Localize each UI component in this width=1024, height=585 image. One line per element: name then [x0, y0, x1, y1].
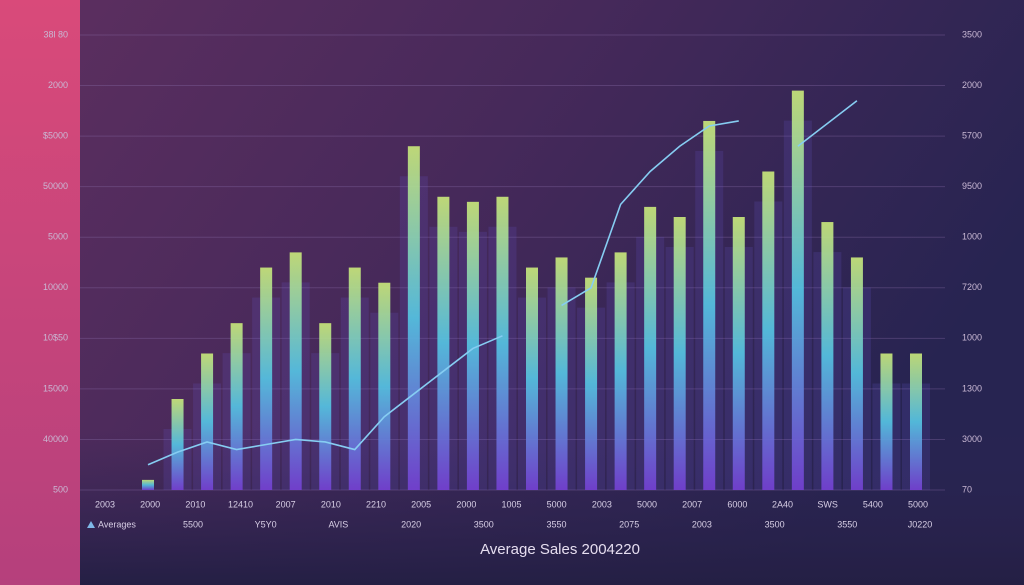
y-tick-label: 10000: [43, 282, 68, 292]
bar: [585, 277, 598, 490]
bar: [850, 257, 863, 490]
bar: [644, 206, 657, 490]
bar: [673, 217, 686, 490]
x-tick-label: 5000: [908, 499, 928, 509]
x-tick-label-secondary: 3500: [765, 519, 785, 529]
bar: [791, 90, 804, 490]
chart-title: Average Sales 2004220: [480, 541, 640, 558]
y-tick-label: 500: [53, 484, 68, 494]
y2-tick-label: 1000: [962, 333, 982, 343]
bar: [466, 201, 479, 491]
bar: [260, 267, 273, 490]
y-tick-label: 40000: [43, 434, 68, 444]
x-tick-label: 2005: [411, 499, 431, 509]
x-tick-label: 2007: [276, 499, 296, 509]
bar: [437, 196, 450, 490]
x-tick-label-secondary: 3550: [546, 519, 566, 529]
bar: [762, 171, 775, 490]
x-tick-label: 2003: [592, 499, 612, 509]
x-tick-label: 2010: [321, 499, 341, 509]
y2-tick-label: 7200: [962, 282, 982, 292]
bar: [378, 282, 391, 490]
y-tick-label: 5000: [48, 232, 68, 242]
x-tick-label: 12410: [228, 499, 253, 509]
bar: [555, 257, 568, 490]
bar: [319, 323, 332, 490]
x-tick-label: 2003: [95, 499, 115, 509]
x-tick-label-secondary: 3550: [837, 519, 857, 529]
bar: [880, 353, 893, 490]
y2-tick-label: 3500: [962, 29, 982, 39]
x-tick-label: 2010: [185, 499, 205, 509]
x-tick-label: SWS: [817, 499, 838, 509]
x-tick-label-secondary: 2003: [692, 519, 712, 529]
x-tick-label-secondary: 3500: [474, 519, 494, 529]
bar: [703, 120, 716, 490]
x-tick-label-secondary: J0220: [908, 519, 933, 529]
x-tick-label: 2007: [682, 499, 702, 509]
x-tick-label: 6000: [727, 499, 747, 509]
y-tick-label: 15000: [43, 383, 68, 393]
bar: [910, 353, 922, 490]
bar: [526, 267, 538, 490]
side-strip: [0, 0, 80, 585]
bar: [821, 222, 834, 491]
x-tick-label-secondary: 2020: [401, 519, 421, 529]
x-tick-label-secondary: 5500: [183, 519, 203, 529]
x-tick-label-secondary: Y5Y0: [255, 519, 277, 529]
y2-tick-label: 5700: [962, 130, 982, 140]
bar: [201, 353, 214, 490]
bar: [289, 252, 302, 490]
bar: [496, 196, 509, 490]
x-tick-label: 2000: [140, 499, 160, 509]
bar: [407, 146, 420, 490]
bar: [142, 479, 154, 490]
y-tick-label: 10$50: [43, 333, 68, 343]
legend-marker: [87, 521, 95, 528]
y2-tick-label: 3000: [962, 434, 982, 444]
x-tick-label-secondary: AVIS: [328, 519, 348, 529]
y-tick-label: $5000: [43, 130, 68, 140]
x-tick-label: 5400: [863, 499, 883, 509]
bar: [732, 217, 745, 490]
x-tick-label-secondary: 2075: [619, 519, 639, 529]
x-tick-label: 5000: [547, 499, 567, 509]
x-tick-label: 2210: [366, 499, 386, 509]
x-tick-label: 2A40: [772, 499, 793, 509]
bar: [348, 267, 361, 490]
legend-label: Averages: [98, 519, 136, 529]
x-tick-label: 5000: [637, 499, 657, 509]
x-tick-label: 2000: [456, 499, 476, 509]
y-tick-label: 38l 80: [43, 29, 68, 39]
y2-tick-label: 1000: [962, 232, 982, 242]
y2-tick-label: 70: [962, 484, 972, 494]
y2-tick-label: 1300: [962, 383, 982, 393]
bar: [230, 323, 243, 490]
y2-tick-label: 2000: [962, 80, 982, 90]
line: [147, 100, 858, 466]
y-tick-label: 2000: [48, 80, 68, 90]
bar: [171, 399, 184, 490]
x-tick-label: 1005: [501, 499, 521, 509]
bar: [614, 252, 627, 490]
y2-tick-label: 9500: [962, 181, 982, 191]
y-tick-label: 50000: [43, 181, 68, 191]
